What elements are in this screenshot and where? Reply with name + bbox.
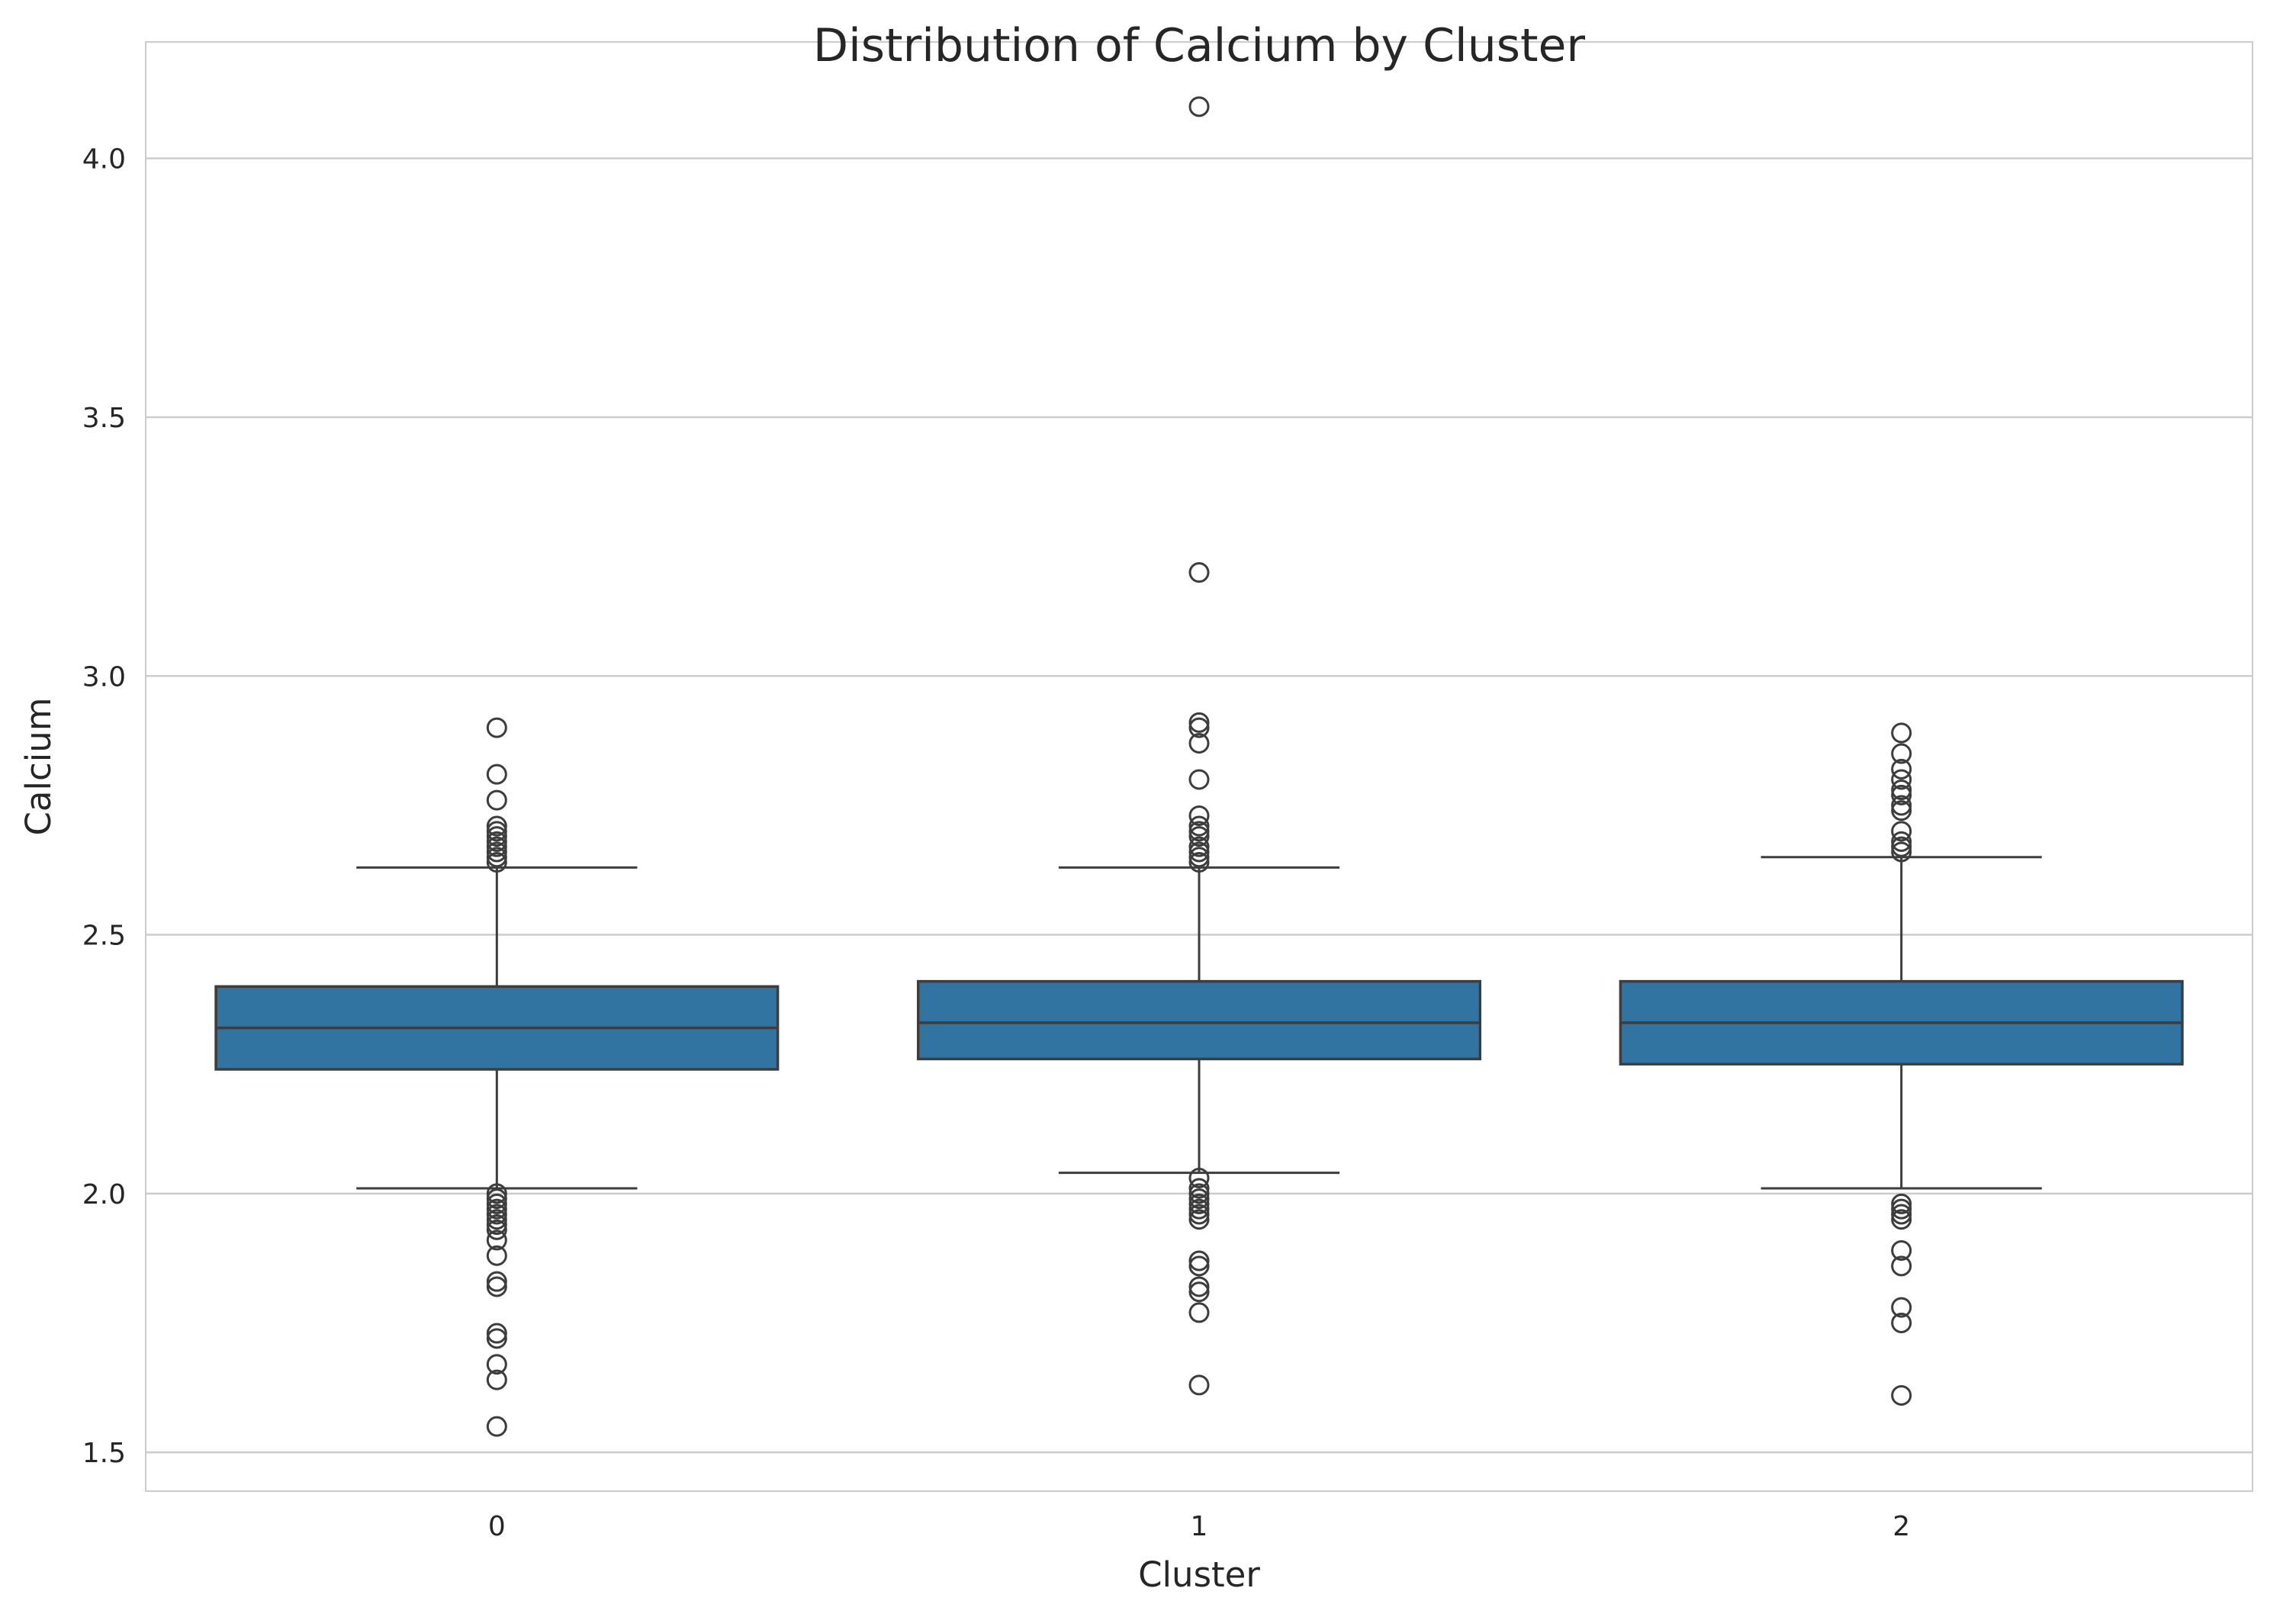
y-tick-label: 4.0 (82, 144, 126, 175)
outlier-point (486, 1193, 507, 1214)
outlier-point (486, 852, 507, 873)
outlier-point (1188, 562, 1210, 583)
outlier-point (1891, 1255, 1912, 1277)
outlier-point (1891, 1204, 1912, 1225)
outlier-point (1891, 1209, 1912, 1230)
outlier-point (1188, 1193, 1210, 1214)
outlier-point (1891, 841, 1912, 863)
outlier-point (1188, 1255, 1210, 1277)
outlier-point (1188, 805, 1210, 826)
outlier-point (486, 1245, 507, 1266)
outlier-point (1891, 795, 1912, 816)
outlier-point (1891, 780, 1912, 801)
x-tick-label: 0 (488, 1511, 506, 1542)
outlier-point (1188, 821, 1210, 842)
outlier-point (1188, 841, 1210, 863)
outlier-point (1891, 743, 1912, 764)
outlier-point (486, 1416, 507, 1437)
box-group (1619, 722, 2184, 1406)
outlier-point (486, 1198, 507, 1220)
outlier-point (1188, 1204, 1210, 1225)
outlier-point (1891, 1312, 1912, 1333)
outlier-point (1188, 815, 1210, 837)
outlier-point (1188, 836, 1210, 857)
outlier-point (1891, 1193, 1912, 1214)
outlier-point (1891, 1198, 1912, 1220)
outlier-point (1188, 1281, 1210, 1303)
outlier-point (1891, 1384, 1912, 1406)
outlier-point (486, 831, 507, 852)
outlier-point (486, 1183, 507, 1204)
outlier-point (486, 1276, 507, 1297)
outlier-point (1188, 712, 1210, 733)
x-axis-ticks: 0 1 2 (488, 1511, 1910, 1542)
outlier-point (486, 1230, 507, 1251)
outlier-point (1891, 769, 1912, 790)
iqr-box (916, 979, 1482, 1061)
outlier-point (1188, 826, 1210, 847)
y-tick-label: 2.5 (82, 921, 126, 952)
outlier-point (486, 1323, 507, 1344)
outlier-point (486, 1209, 507, 1230)
y-axis-label: Calcium (18, 697, 59, 835)
outlier-point (1891, 831, 1912, 852)
box-group (916, 96, 1482, 1396)
chart-title: Distribution of Calcium by Cluster (813, 19, 1586, 72)
outlier-point (1891, 800, 1912, 821)
outlier-point (486, 1369, 507, 1390)
outlier-point (1891, 784, 1912, 805)
outlier-point (1188, 852, 1210, 873)
outlier-point (1188, 1198, 1210, 1220)
outlier-point (486, 789, 507, 811)
outlier-point (1891, 1297, 1912, 1318)
outlier-point (486, 1214, 507, 1236)
outlier-point (486, 1204, 507, 1225)
x-tick-label: 2 (1892, 1511, 1910, 1542)
outlier-point (1188, 769, 1210, 790)
outlier-point (1891, 821, 1912, 842)
outlier-point (486, 1354, 507, 1375)
outlier-point (1188, 96, 1210, 117)
outlier-point (486, 763, 507, 785)
outlier-point (1188, 1167, 1210, 1188)
x-axis-label: Cluster (1138, 1554, 1260, 1595)
outlier-point (486, 1328, 507, 1349)
outlier-point (486, 821, 507, 842)
outlier-point (486, 1219, 507, 1240)
outlier-point (1188, 1178, 1210, 1199)
outlier-point (1188, 1276, 1210, 1297)
outlier-point (1188, 847, 1210, 868)
outlier-point (1188, 1188, 1210, 1210)
outlier-point (486, 1188, 507, 1210)
outlier-point (1188, 1250, 1210, 1271)
outlier-point (1891, 1239, 1912, 1261)
outlier-point (1188, 1374, 1210, 1396)
box-plots (214, 96, 2184, 1437)
outlier-point (486, 826, 507, 847)
outlier-point (486, 847, 507, 868)
outlier-point (1188, 1209, 1210, 1230)
y-tick-label: 2.0 (82, 1179, 126, 1210)
outlier-point (1891, 758, 1912, 780)
outlier-point (486, 841, 507, 863)
outlier-point (1891, 836, 1912, 857)
plot-area (145, 41, 2253, 1492)
outlier-point (1188, 1302, 1210, 1323)
outlier-point (1188, 717, 1210, 738)
box-group (214, 717, 780, 1437)
outlier-point (486, 815, 507, 837)
y-tick-label: 3.5 (82, 403, 126, 434)
outlier-point (1891, 722, 1912, 744)
outlier-point (486, 1271, 507, 1292)
y-tick-label: 3.0 (82, 661, 126, 693)
y-tick-label: 1.5 (82, 1438, 126, 1469)
x-tick-label: 1 (1191, 1511, 1208, 1542)
outlier-point (1188, 1183, 1210, 1204)
outlier-point (1188, 732, 1210, 754)
y-axis-ticks: 1.5 2.0 2.5 3.0 3.5 4.0 (82, 144, 126, 1469)
outlier-point (486, 717, 507, 738)
outlier-point (486, 836, 507, 857)
